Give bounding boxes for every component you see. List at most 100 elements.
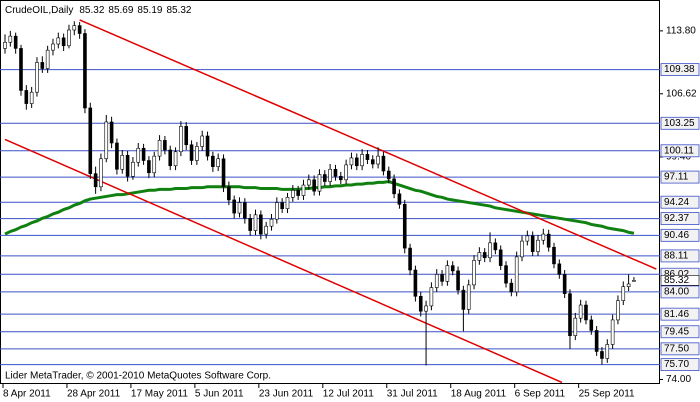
candle-body (237, 202, 242, 214)
candle-body (413, 269, 418, 297)
candle-body (184, 126, 189, 146)
candle-body (3, 41, 7, 49)
footer: Lider MetaTrader, © 2001-2010 MetaQuotes… (5, 371, 271, 382)
candle-body (195, 146, 199, 161)
x-tick-label: 5 Jun 2011 (195, 389, 244, 400)
candle-body (605, 344, 610, 359)
candle-body (514, 256, 519, 293)
candle-body (179, 126, 183, 153)
candle-body (8, 35, 13, 43)
level-label-box (660, 116, 700, 130)
axes: 113.80106.6299.4074.00109.38103.25100.11… (2, 26, 700, 400)
candle-body (189, 144, 194, 161)
candle-body (493, 242, 498, 251)
y-tick-label: 113.80 (666, 26, 696, 37)
candle-body (477, 252, 482, 261)
candle-body (243, 202, 247, 219)
y-tick-label: 106.62 (666, 88, 697, 99)
symbol: CrudeOIL,Daily (5, 5, 73, 16)
level-label-box (660, 249, 700, 263)
level-label-box (660, 228, 700, 242)
level-label: 94.24 (664, 197, 689, 208)
candle-body (392, 178, 396, 195)
level-label-box (660, 325, 700, 339)
level-label-box (660, 212, 700, 225)
last-low: 85.19 (137, 5, 162, 16)
candle-body (349, 157, 354, 166)
candle-body (227, 186, 231, 201)
level-label: 79.45 (664, 326, 689, 337)
candle-body (552, 246, 556, 265)
candle-body (450, 265, 455, 272)
candle-body (296, 189, 300, 196)
candle-body (504, 265, 508, 284)
level-label: 77.50 (664, 343, 689, 354)
x-tick-label: 31 Jul 2011 (387, 389, 438, 400)
last-close: 85.32 (166, 5, 191, 16)
candle-body (584, 304, 588, 321)
candle-body (456, 270, 460, 291)
candle-body (35, 62, 39, 93)
candle-body (360, 154, 364, 167)
candle-body (93, 173, 98, 188)
candle-body (157, 140, 162, 157)
candle-body (482, 252, 487, 259)
candle-body (536, 239, 540, 252)
x-tick-label: 6 Sep 2011 (515, 389, 566, 400)
candle-body (216, 158, 220, 167)
candle-body (632, 280, 636, 282)
candle-body (211, 155, 215, 167)
level-label-box (660, 170, 700, 184)
candle-body (120, 154, 125, 170)
level-label: 86.02 (664, 269, 689, 280)
candle-body (541, 233, 546, 241)
candle-body (600, 351, 604, 359)
candle-body (488, 242, 492, 259)
candle-body (173, 151, 178, 167)
candle-body (264, 225, 268, 235)
candle-body (67, 29, 71, 47)
candle-body (402, 204, 407, 249)
x-tick-label: 28 Apr 2011 (67, 389, 121, 400)
candle-body (280, 202, 284, 209)
level-label-box (660, 342, 700, 356)
candle-body (72, 25, 77, 31)
candle-body (573, 317, 578, 337)
candle-body (440, 274, 444, 282)
candle-body (317, 174, 322, 192)
candle-body (40, 62, 45, 69)
candle-body (200, 135, 205, 147)
level-label: 88.11 (664, 251, 689, 262)
candle-body (338, 175, 343, 181)
candle-body (546, 233, 551, 248)
candle-body (152, 155, 157, 174)
candle-body (291, 189, 295, 198)
candle-body (344, 164, 348, 181)
price-label: 85.32 (664, 275, 689, 286)
candle-body (621, 286, 626, 301)
plot-frame (0, 0, 660, 384)
candle-body (205, 135, 210, 157)
levels (0, 69, 660, 366)
level-label: 84.00 (664, 287, 689, 298)
trend-line (79, 19, 657, 270)
candle-body (163, 140, 167, 151)
chart-title: CrudeOIL,Daily 85.32 85.69 85.19 85.32 (5, 5, 192, 16)
last-open: 85.32 (79, 5, 104, 16)
x-tick-label: 12 Jul 2011 (323, 389, 374, 400)
level-label-box (660, 144, 700, 158)
candles (3, 21, 636, 366)
candle-body (445, 265, 450, 282)
candle-body (115, 142, 119, 170)
candle-body (147, 160, 151, 174)
level-label: 97.11 (664, 172, 689, 183)
candle-body (83, 33, 87, 109)
candle-body (45, 49, 50, 69)
candle-body (424, 305, 428, 312)
candle-body (418, 295, 423, 312)
candle-body (312, 179, 316, 192)
level-label: 100.11 (664, 145, 694, 156)
candle-body (29, 91, 34, 104)
candle-body (530, 235, 535, 252)
